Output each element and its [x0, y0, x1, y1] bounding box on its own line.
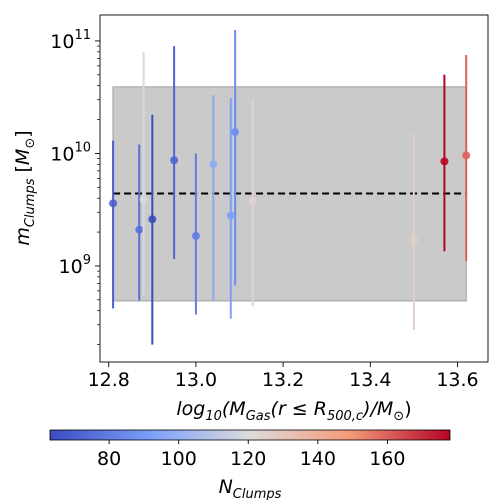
data-point-12: [440, 74, 449, 252]
data-point-1: [109, 140, 118, 309]
data-marker: [109, 199, 118, 208]
points-layer: [109, 30, 471, 345]
colorbar: 80 100 120 140 160 NClumps: [49, 429, 451, 500]
y-tick-label: 1011: [50, 28, 91, 53]
data-marker: [409, 236, 418, 245]
plot-area: [99, 14, 489, 363]
data-point-6: [191, 153, 200, 315]
data-marker: [226, 211, 235, 220]
data-marker: [135, 225, 144, 234]
data-point-7: [209, 95, 218, 301]
data-point-11: [409, 133, 418, 330]
plot-frame: [99, 14, 489, 363]
x-tick-label: 13.0: [175, 369, 217, 391]
colorbar-tick-label: 80: [97, 448, 121, 470]
data-point-5: [170, 46, 179, 260]
data-point-2: [135, 144, 144, 301]
data-point-13: [462, 54, 471, 262]
x-axis-label: log10(MGas(r ≤ R500,c)/M⊙): [176, 398, 411, 424]
x-tick-label: 13.6: [436, 369, 478, 391]
data-point-3: [139, 51, 148, 296]
y-axis: 109 1010 1011: [50, 28, 100, 345]
x-tick-label: 12.8: [88, 369, 130, 391]
data-marker: [231, 128, 240, 137]
data-marker: [209, 160, 218, 169]
data-marker: [170, 156, 179, 165]
colorbar-ticks: 80 100 120 140 160: [97, 440, 406, 470]
x-tick-label: 13.4: [349, 369, 391, 391]
colorbar-label: NClumps: [219, 476, 282, 500]
colorbar-tick-label: 100: [161, 448, 197, 470]
x-tick-label: 13.2: [262, 369, 304, 391]
data-marker: [139, 195, 148, 204]
y-axis-label: mClumps [M⊙]: [12, 130, 38, 245]
data-point-9: [231, 30, 240, 286]
y-tick-label: 109: [59, 253, 91, 278]
data-marker: [248, 196, 257, 205]
colorbar-tick-label: 140: [300, 448, 336, 470]
y-tick-label: 1010: [50, 140, 91, 165]
data-marker: [462, 151, 471, 160]
colorbar-tick-label: 120: [230, 448, 266, 470]
data-point-10: [248, 99, 257, 307]
data-marker: [148, 215, 157, 224]
colorbar-gradient: [49, 429, 451, 441]
data-marker: [440, 157, 449, 166]
colorbar-tick-label: 160: [369, 448, 405, 470]
x-axis: 12.8 13.0 13.2 13.4 13.6: [88, 362, 479, 391]
data-point-8: [226, 98, 235, 319]
data-point-4: [148, 114, 157, 345]
data-marker: [191, 231, 200, 240]
